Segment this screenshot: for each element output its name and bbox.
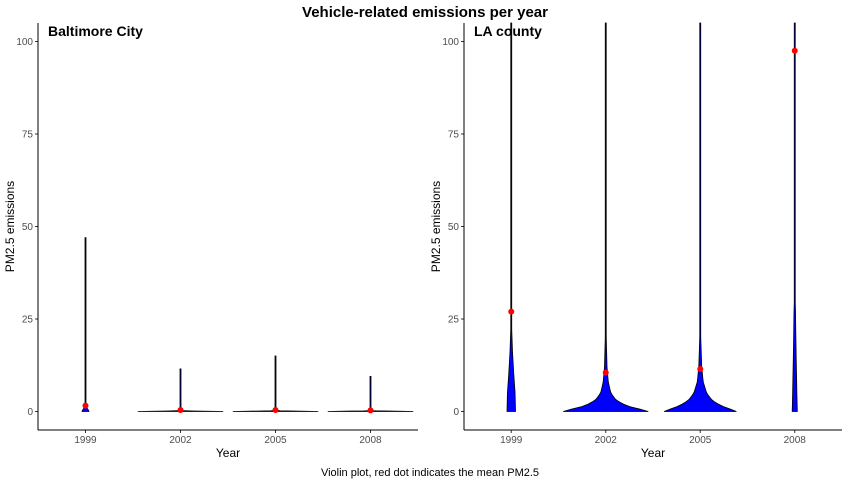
mean-dot-2008 xyxy=(367,407,374,414)
y-tick-label: 75 xyxy=(448,130,460,141)
y-tick-label: 50 xyxy=(448,222,460,233)
chart-caption: Violin plot, red dot indicates the mean … xyxy=(321,467,539,479)
panel-title: Baltimore City xyxy=(48,23,143,39)
violin-2002 xyxy=(563,22,649,412)
y-tick-label: 100 xyxy=(16,37,33,48)
violin-2008 xyxy=(791,22,798,412)
violin-2005 xyxy=(663,22,737,412)
panel-baltimore-city: Baltimore City 0 25 50 75 100 1999 2002 2005 2008… xyxy=(3,23,418,460)
x-tick-label: 1999 xyxy=(74,435,97,446)
mean-dot-2005 xyxy=(697,365,704,372)
x-tick-label: 2005 xyxy=(264,435,287,446)
y-tick-label: 25 xyxy=(448,315,460,326)
mean-dot-1999 xyxy=(82,402,89,409)
x-axis-title: Year xyxy=(216,446,240,460)
x-axis-title: Year xyxy=(641,446,665,460)
y-axis-title: PM2.5 emissions xyxy=(429,181,443,272)
x-tick-label: 2005 xyxy=(689,435,712,446)
chart-title: Vehicle-related emissions per year xyxy=(302,4,548,21)
mean-dot-2008 xyxy=(791,47,798,54)
y-tick-label: 25 xyxy=(22,315,34,326)
y-tick-label: 75 xyxy=(22,130,34,141)
mean-dot-2002 xyxy=(602,369,609,376)
violin-2005 xyxy=(232,355,319,412)
violin-1999 xyxy=(506,22,516,412)
violin-1999 xyxy=(81,237,90,412)
x-tick-label: 2008 xyxy=(784,435,807,446)
panel-la-county: LA county 0 25 50 75 100 1999 2002 2005 2008 Year P… xyxy=(429,22,842,460)
y-tick-label: 0 xyxy=(453,407,459,418)
x-tick-label: 2002 xyxy=(595,435,618,446)
mean-dot-2005 xyxy=(272,407,279,414)
violin-2002 xyxy=(137,368,224,412)
violin-2008 xyxy=(327,375,414,412)
mean-dot-1999 xyxy=(508,308,515,315)
y-tick-label: 50 xyxy=(22,222,34,233)
x-tick-label: 1999 xyxy=(500,435,523,446)
y-axis-title: PM2.5 emissions xyxy=(3,181,17,272)
x-tick-label: 2002 xyxy=(169,435,192,446)
panel-title: LA county xyxy=(474,23,542,39)
y-tick-label: 100 xyxy=(442,37,459,48)
x-tick-label: 2008 xyxy=(359,435,382,446)
y-tick-label: 0 xyxy=(27,407,33,418)
mean-dot-2002 xyxy=(177,407,184,414)
